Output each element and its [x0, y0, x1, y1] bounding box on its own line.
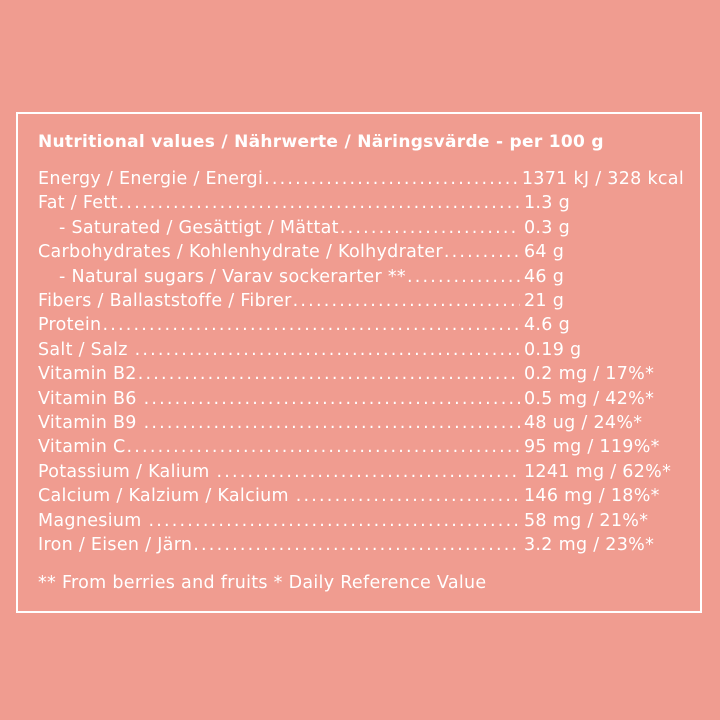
- row-label: Salt / Salz: [38, 339, 134, 360]
- row-value: 0.2 mg / 17%*: [524, 364, 655, 385]
- dot-leader: [143, 387, 520, 411]
- row-label: Carbohydrates / Kohlenhydrate / Kolhydra…: [38, 242, 443, 263]
- row-label: Protein: [38, 315, 102, 336]
- row-value: 3.2 mg / 23%*: [524, 535, 655, 556]
- row-fibers: Fibers / Ballaststoffe / Fibrer 21 g: [38, 289, 684, 313]
- row-salt: Salt / Salz 0.19 g: [38, 338, 684, 362]
- row-value: 1241 mg / 62%*: [524, 461, 672, 482]
- dot-leader: [292, 289, 520, 313]
- row-value: 1.3 g: [524, 193, 571, 214]
- dot-leader: [147, 509, 520, 533]
- panel-title: Nutritional values / Nährwerte / Närings…: [38, 132, 604, 152]
- row-label: Vitamin B6: [38, 388, 143, 409]
- dot-leader: [126, 435, 520, 459]
- row-vitamin-b2: Vitamin B2 0.2 mg / 17%*: [38, 362, 684, 386]
- row-label: Vitamin C: [38, 437, 126, 458]
- dot-leader: [443, 240, 520, 264]
- row-iron: Iron / Eisen / Järn 3.2 mg / 23%*: [38, 533, 684, 557]
- dot-leader: [143, 411, 520, 435]
- row-value: 64 g: [524, 242, 565, 263]
- row-value: 1371 kJ / 328 kcal: [521, 169, 684, 189]
- row-value: 0.19 g: [524, 339, 582, 360]
- row-label: Potassium / Kalium: [38, 461, 216, 482]
- row-label: Vitamin B2: [38, 364, 137, 385]
- dot-leader: [118, 191, 520, 215]
- dot-leader: [137, 362, 520, 386]
- row-label: Fat / Fett: [38, 193, 118, 214]
- dot-leader: [101, 313, 520, 337]
- row-protein: Protein 4.6 g: [38, 313, 684, 337]
- row-value: 0.3 g: [524, 217, 571, 238]
- dot-leader: [263, 167, 518, 191]
- row-energy: Energy / Energie / Energi 1371 kJ / 328 …: [38, 167, 684, 191]
- row-calcium: Calcium / Kalzium / Kalcium 146 mg / 18%…: [38, 484, 684, 508]
- dot-leader: [192, 533, 520, 557]
- dot-leader: [339, 216, 520, 240]
- row-saturated-fat: - Saturated / Gesättigt / Mättat 0.3 g: [38, 216, 684, 240]
- row-value: 48 ug / 24%*: [524, 413, 643, 434]
- row-value: 95 mg / 119%*: [524, 437, 660, 458]
- row-value: 46 g: [524, 266, 565, 287]
- row-label: Calcium / Kalzium / Kalcium: [38, 486, 295, 507]
- footnote: ** From berries and fruits * Daily Refer…: [38, 572, 487, 593]
- row-value: 0.5 mg / 42%*: [524, 388, 655, 409]
- row-label: - Natural sugars / Varav sockerarter **: [59, 266, 406, 287]
- row-vitamin-c: Vitamin C 95 mg / 119%*: [38, 435, 684, 459]
- row-carbohydrates: Carbohydrates / Kohlenhydrate / Kolhydra…: [38, 240, 684, 264]
- row-label: Vitamin B9: [38, 413, 143, 434]
- nutrition-facts-panel: Nutritional values / Nährwerte / Närings…: [16, 112, 702, 613]
- dot-leader: [216, 460, 521, 484]
- row-label: Fibers / Ballaststoffe / Fibrer: [38, 291, 292, 312]
- row-label: - Saturated / Gesättigt / Mättat: [59, 217, 339, 238]
- dot-leader: [406, 265, 520, 289]
- row-fat: Fat / Fett 1.3 g: [38, 191, 684, 215]
- row-value: 4.6 g: [524, 315, 571, 336]
- row-magnesium: Magnesium 58 mg / 21%*: [38, 509, 684, 533]
- row-label: Magnesium: [38, 510, 148, 531]
- row-value: 146 mg / 18%*: [524, 486, 660, 507]
- row-vitamin-b9: Vitamin B9 48 ug / 24%*: [38, 411, 684, 435]
- dot-leader: [295, 484, 520, 508]
- row-natural-sugars: - Natural sugars / Varav sockerarter ** …: [38, 265, 684, 289]
- row-label: Iron / Eisen / Järn: [38, 535, 193, 556]
- row-value: 58 mg / 21%*: [524, 510, 649, 531]
- row-vitamin-b6: Vitamin B6 0.5 mg / 42%*: [38, 387, 684, 411]
- row-potassium: Potassium / Kalium 1241 mg / 62%*: [38, 460, 684, 484]
- dot-leader: [134, 338, 520, 362]
- row-label: Energy / Energie / Energi: [38, 169, 264, 189]
- row-value: 21 g: [524, 291, 565, 312]
- nutrition-rows: Energy / Energie / Energi 1371 kJ / 328 …: [38, 167, 684, 558]
